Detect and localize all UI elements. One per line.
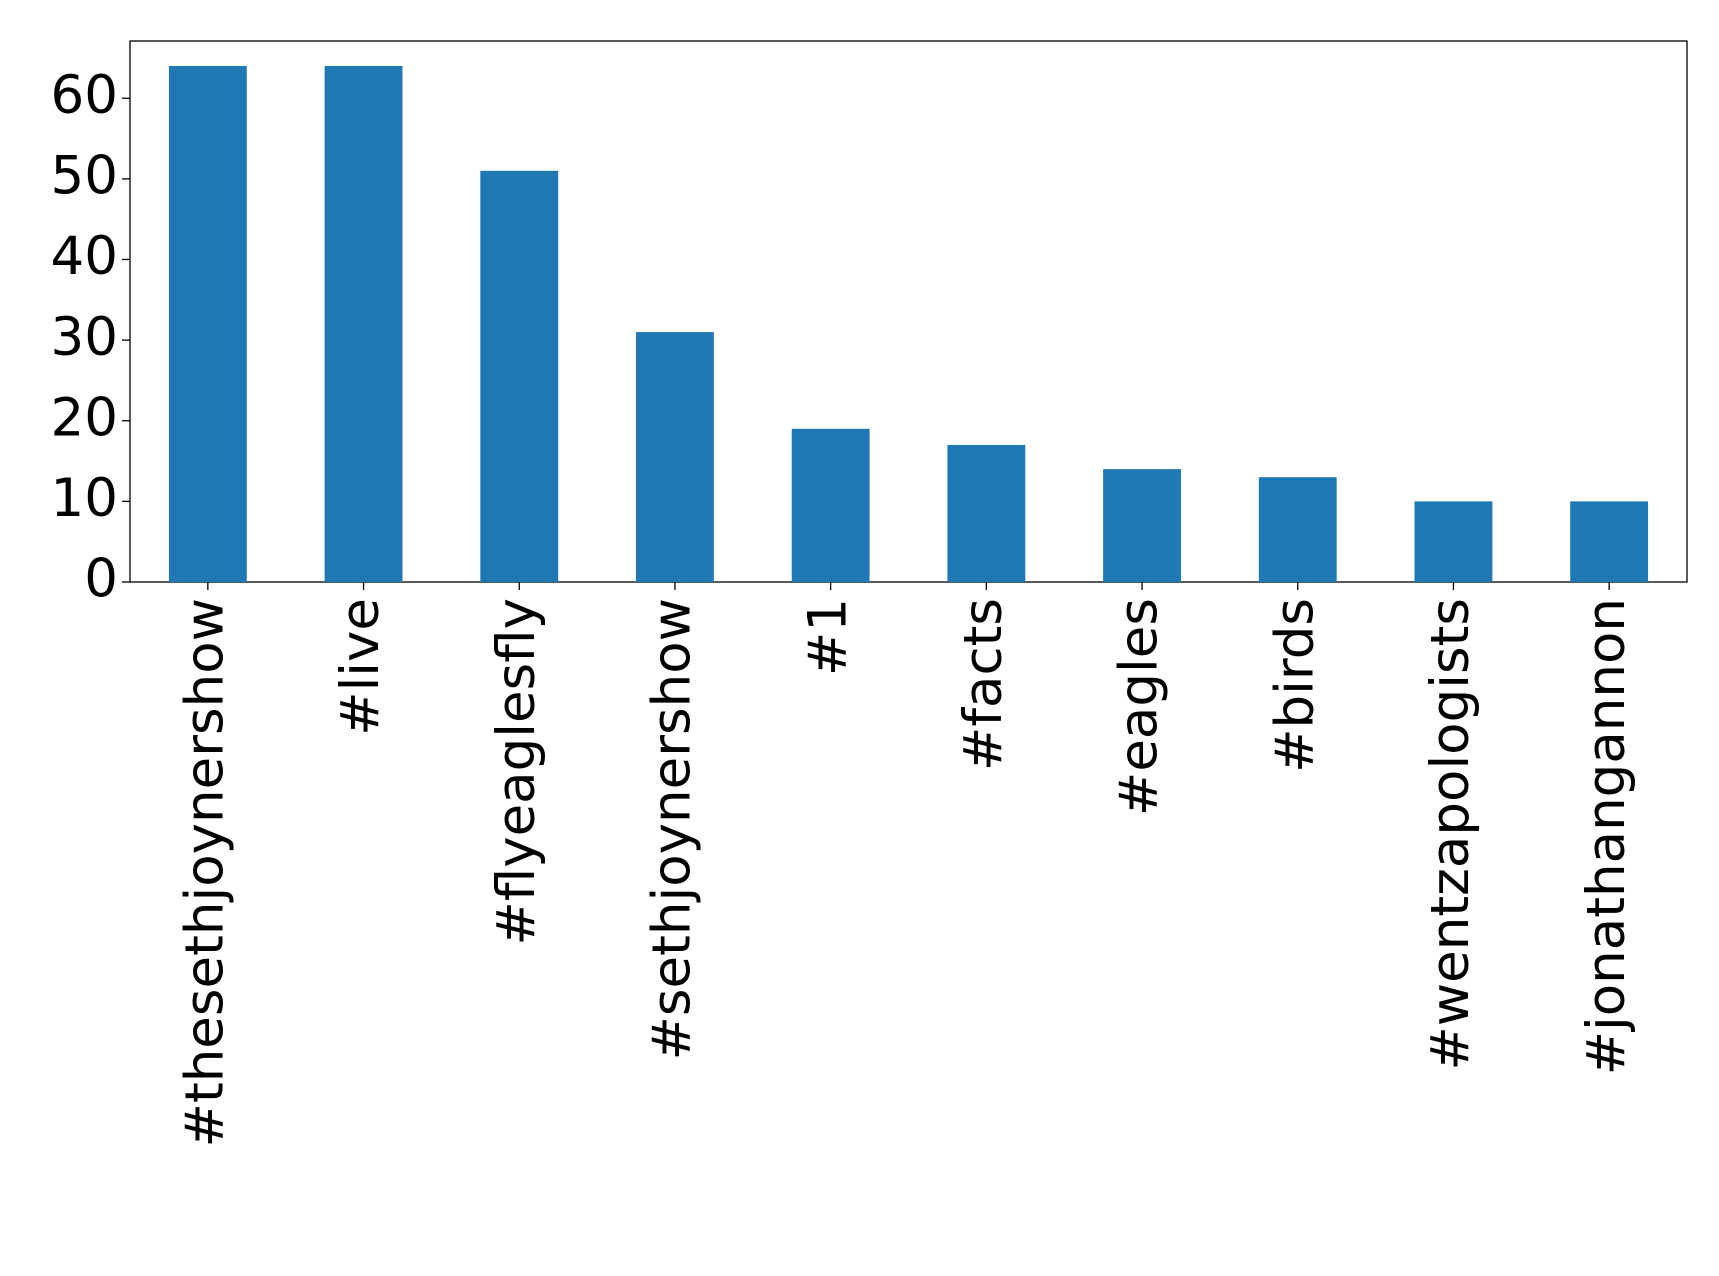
- x-tick-label: #1: [797, 598, 858, 676]
- y-tick-label: 60: [51, 65, 118, 126]
- bar: [1258, 477, 1337, 582]
- bar: [1414, 501, 1493, 582]
- y-tick-label: 50: [51, 146, 118, 207]
- bar: [947, 444, 1026, 582]
- bar: [168, 65, 247, 583]
- y-tick-label: 30: [51, 307, 118, 368]
- x-tick-label: #eagles: [1109, 598, 1170, 816]
- bar: [791, 428, 870, 582]
- x-tick-label: #birds: [1264, 598, 1325, 773]
- x-tick-label: #sethjoynershow: [642, 598, 703, 1060]
- bar: [324, 65, 403, 583]
- x-tick-label: #facts: [953, 598, 1014, 771]
- y-tick-label: 20: [51, 387, 118, 448]
- axes-frame: [129, 40, 1688, 583]
- x-tick-label: #jonathangannon: [1576, 598, 1637, 1075]
- x-tick-label: #thesethjoynershow: [174, 598, 235, 1147]
- y-tick-label: 40: [51, 226, 118, 287]
- bar: [1103, 469, 1181, 582]
- x-tick-label: #wentzapologists: [1420, 598, 1481, 1071]
- x-tick-label: #flyeaglesfly: [486, 598, 547, 946]
- y-tick-label: 0: [84, 549, 118, 610]
- bar: [1570, 501, 1649, 582]
- x-tick-label: #live: [330, 598, 391, 736]
- bar: [636, 332, 714, 582]
- bar: [480, 170, 559, 583]
- y-tick-label: 10: [51, 468, 118, 529]
